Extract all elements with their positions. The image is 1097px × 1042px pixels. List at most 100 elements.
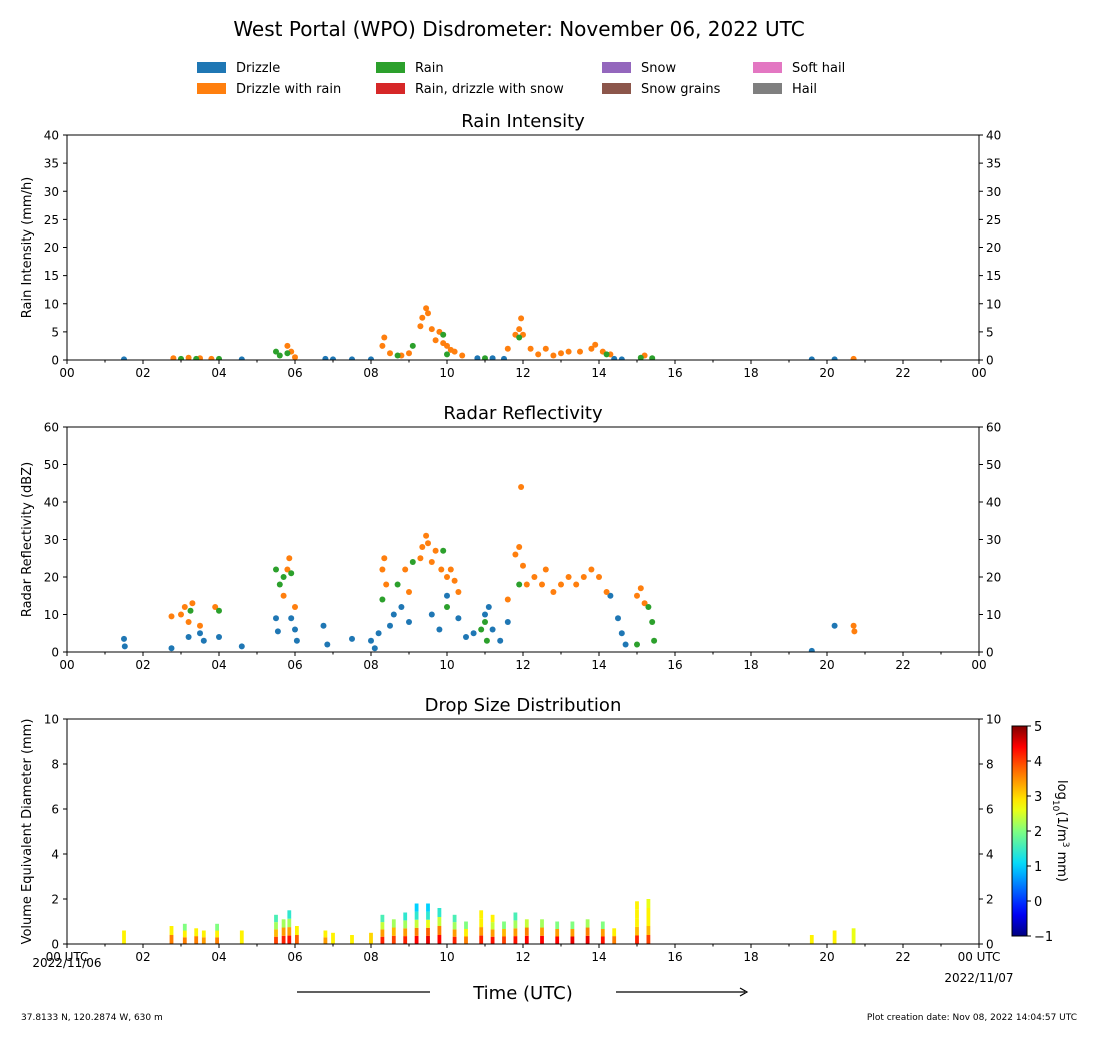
heatmap-cell	[555, 929, 560, 937]
data-point	[504, 345, 511, 352]
y-tick-label: 20	[44, 241, 59, 255]
data-point	[185, 619, 192, 625]
heatmap-cell	[391, 919, 396, 928]
heatmap-cell	[585, 919, 590, 928]
data-point	[611, 355, 618, 360]
data-point	[440, 547, 447, 554]
data-point	[273, 348, 279, 355]
data-point	[637, 354, 644, 360]
legend-label: Drizzle	[236, 61, 280, 76]
data-point	[831, 356, 838, 360]
x-tick-label: 20	[819, 950, 834, 964]
data-point	[280, 574, 287, 580]
data-point	[368, 637, 374, 644]
x-axis-title: Time (UTC)	[472, 983, 573, 1004]
y-tick-label: 40	[44, 129, 59, 143]
heatmap-cell	[403, 920, 408, 929]
heatmap-cell	[426, 911, 430, 920]
heatmap-cell	[646, 908, 651, 917]
data-point	[288, 615, 295, 622]
heatmap-cell	[287, 910, 292, 919]
data-point	[634, 592, 640, 599]
heatmap-cell	[122, 930, 126, 944]
x-tick-label: 00 UTC	[958, 950, 1001, 964]
data-point	[850, 622, 857, 629]
heatmap-cell	[585, 935, 590, 944]
data-point	[565, 348, 572, 355]
plot-frame	[66, 134, 980, 361]
data-point	[417, 323, 424, 330]
data-point	[808, 356, 815, 360]
x-tick-label: 02	[135, 950, 150, 964]
heatmap-cell	[490, 922, 495, 930]
heatmap-cell	[437, 917, 442, 926]
heatmap-cell	[215, 937, 219, 944]
data-point	[504, 619, 511, 625]
data-point	[322, 355, 329, 360]
heatmap-cell	[323, 937, 328, 944]
data-point	[208, 355, 215, 360]
data-point	[455, 589, 462, 595]
heatmap-cell	[426, 903, 430, 912]
y-tick-label: 25	[44, 213, 59, 227]
data-point	[645, 604, 652, 610]
x-tick-label: 06	[287, 950, 302, 964]
y-tick-label-right: 20	[986, 571, 1001, 585]
y-tick-label-right: 0	[986, 646, 994, 660]
data-point	[588, 566, 595, 573]
y-tick-label: 40	[44, 496, 59, 510]
data-point	[438, 566, 445, 573]
heatmap-cell	[452, 914, 457, 923]
data-point	[539, 581, 545, 588]
panel-title: Drop Size Distribution	[425, 695, 622, 716]
x-tick-label: 18	[743, 950, 758, 964]
legend-label: Soft hail	[792, 61, 845, 76]
footer-creation-date: Plot creation date: Nov 08, 2022 14:04:5…	[867, 1013, 1077, 1023]
heatmap-cell	[426, 935, 430, 944]
data-point	[542, 566, 549, 573]
y-tick-label: 5	[51, 325, 59, 339]
data-layer	[121, 305, 857, 360]
legend-swatch	[197, 62, 226, 73]
heatmap-cell	[513, 912, 518, 921]
heatmap-cell	[287, 918, 292, 928]
heatmap-cell	[274, 914, 278, 923]
data-point	[419, 314, 426, 321]
data-point	[274, 628, 281, 635]
heatmap-cell	[403, 928, 408, 937]
data-point	[324, 641, 331, 648]
data-point	[238, 643, 245, 650]
x-tick-label: 12	[515, 366, 530, 380]
y-tick-label: 15	[44, 269, 59, 283]
data-point	[197, 622, 203, 629]
data-point	[216, 355, 222, 360]
heatmap-cell	[281, 935, 286, 944]
plot-frame	[66, 426, 980, 653]
x-tick-label: 00	[971, 658, 986, 672]
data-point	[482, 619, 488, 625]
data-point	[649, 619, 656, 625]
data-point	[423, 532, 430, 539]
colorbar-tick-label: 1	[1034, 860, 1042, 875]
heatmap-cell	[274, 922, 278, 930]
data-point	[276, 581, 283, 588]
heatmap-cell	[600, 921, 605, 929]
heatmap-cell	[414, 911, 419, 920]
data-point	[447, 566, 454, 573]
data-point	[463, 634, 469, 640]
data-point	[440, 331, 447, 338]
y-tick-label-right: 30	[986, 533, 1001, 547]
panel-3: Drop Size Distribution Volume Equivalent …	[20, 695, 1001, 964]
data-point	[516, 326, 523, 333]
heatmap-cell	[646, 935, 651, 944]
heatmap-cell	[490, 936, 495, 944]
data-point	[535, 351, 542, 358]
heatmap-cell	[612, 928, 617, 937]
data-point	[489, 626, 496, 633]
data-point	[121, 643, 128, 650]
heatmap-cell	[414, 927, 419, 936]
data-point	[501, 355, 507, 360]
heatmap-cell	[524, 927, 529, 936]
heatmap-cell	[646, 917, 651, 926]
heatmap-cell	[281, 919, 286, 928]
